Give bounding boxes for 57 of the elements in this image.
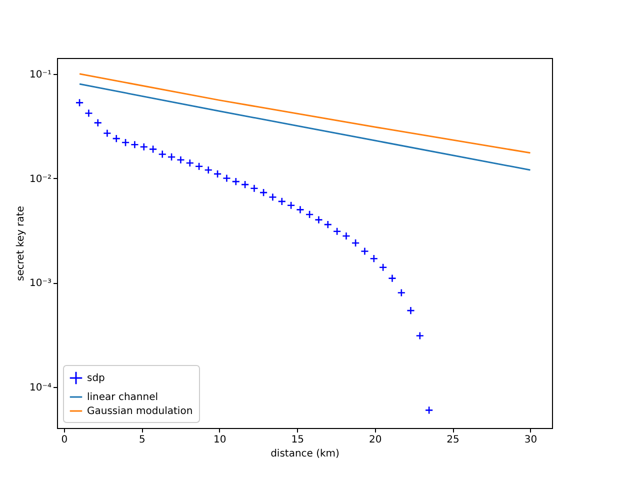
point (194, 162, 204, 171)
line-series (78, 83, 531, 171)
point (94, 118, 102, 127)
point (278, 197, 286, 206)
point (167, 152, 176, 162)
point (397, 288, 406, 297)
y-axis-title: secret key rate (15, 206, 26, 281)
point (222, 174, 231, 182)
point (351, 238, 360, 248)
y-tick-label: 10⁻¹ (29, 69, 52, 80)
point (140, 142, 148, 152)
point (112, 134, 121, 143)
legend-label: sdp (87, 373, 105, 384)
x-tick-label: 5 (139, 434, 146, 446)
point (130, 140, 139, 149)
x-tick-label: 0 (61, 434, 68, 446)
point (305, 210, 314, 219)
x-tick-label: 30 (524, 434, 538, 446)
x-axis-title: distance (km) (270, 448, 340, 460)
point (378, 263, 388, 272)
point (360, 247, 369, 256)
point (332, 227, 342, 236)
point (240, 180, 250, 189)
point (176, 156, 185, 164)
point (296, 206, 304, 214)
point (388, 274, 396, 283)
point (232, 177, 240, 186)
point (213, 170, 222, 178)
y-tick-label: 10⁻² (29, 174, 52, 185)
point (324, 220, 332, 229)
x-tick-label: 20 (368, 434, 382, 446)
y-tick-label: 10⁻³ (29, 278, 52, 290)
legend-label: Gaussian modulation (87, 406, 193, 417)
point (148, 144, 158, 154)
x-tick-label: 25 (446, 434, 460, 446)
point (370, 254, 378, 263)
point (268, 192, 277, 202)
y-tick-label: 10⁻⁴ (29, 382, 52, 394)
legend-label: linear channel (87, 392, 158, 403)
point (204, 166, 213, 174)
x-tick-label: 15 (291, 434, 304, 446)
point (259, 188, 268, 197)
point (186, 158, 194, 168)
point (416, 332, 424, 340)
point (75, 98, 84, 107)
point (250, 184, 258, 193)
x-tick-label: 10 (214, 434, 226, 446)
point (158, 150, 167, 158)
point (121, 138, 130, 147)
point (406, 306, 415, 315)
point (103, 129, 112, 138)
line-series (78, 73, 531, 154)
point (84, 109, 93, 118)
point (342, 232, 350, 240)
point (424, 406, 434, 414)
point (286, 201, 296, 210)
point (314, 216, 323, 224)
